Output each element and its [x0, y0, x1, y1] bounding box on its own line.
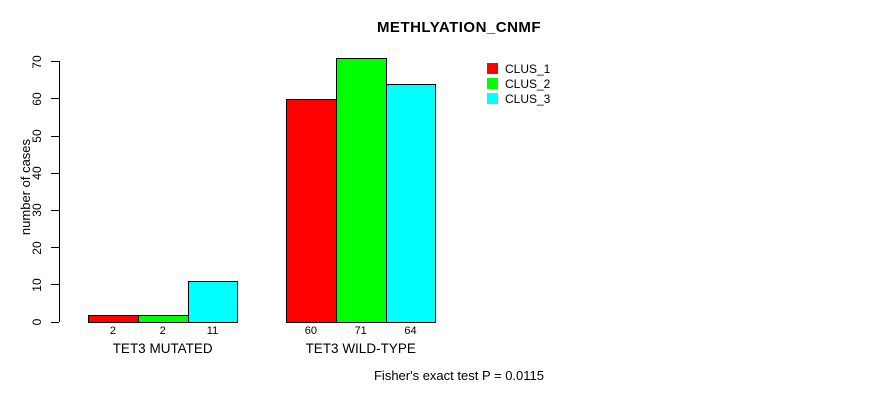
- chart-title: METHLYATION_CNMF: [376, 19, 542, 36]
- y-tick: [51, 284, 59, 286]
- legend-label: CLUS_3: [505, 91, 551, 106]
- bar-value-label: 2: [109, 325, 116, 337]
- legend-item: CLUS_2: [487, 76, 550, 91]
- legend-item: CLUS_1: [487, 61, 550, 76]
- legend-label: CLUS_1: [505, 61, 551, 76]
- y-axis-line: [59, 61, 60, 322]
- y-tick-label: 40: [30, 166, 44, 180]
- bar-value-label: 11: [206, 325, 219, 337]
- bar-value-label: 2: [159, 325, 166, 337]
- y-tick-label: 30: [30, 203, 44, 218]
- y-tick: [51, 247, 59, 249]
- y-tick: [51, 61, 59, 63]
- category-label: TET3 MUTATED: [112, 341, 213, 356]
- y-tick-label: 0: [30, 318, 44, 326]
- y-tick: [51, 209, 59, 211]
- bar-value-label: 64: [404, 325, 417, 337]
- y-tick-label: 20: [30, 240, 44, 255]
- y-tick-label: 50: [30, 129, 44, 143]
- bar: [335, 57, 387, 323]
- legend-swatch: [487, 93, 498, 104]
- bar-value-label: 60: [304, 325, 318, 337]
- category-label: TET3 WILD-TYPE: [305, 341, 416, 356]
- y-tick: [51, 172, 59, 174]
- y-tick-label: 10: [30, 278, 44, 292]
- legend: CLUS_1 CLUS_2 CLUS_3: [487, 61, 550, 106]
- bar: [187, 281, 239, 323]
- y-tick: [51, 135, 59, 137]
- legend-item: CLUS_3: [487, 91, 550, 106]
- bar: [385, 83, 437, 323]
- bar: [88, 314, 139, 323]
- bar: [286, 98, 337, 323]
- bar-value-label: 71: [354, 325, 367, 337]
- legend-label: CLUS_2: [505, 76, 551, 91]
- y-tick-label: 70: [30, 54, 44, 69]
- legend-swatch: [487, 78, 498, 89]
- y-axis-title: number of cases: [17, 138, 33, 236]
- fisher-test-annotation: Fisher's exact test P = 0.0115: [373, 368, 544, 383]
- y-tick: [51, 98, 59, 100]
- y-tick-label: 60: [30, 92, 44, 106]
- y-tick: [51, 321, 59, 323]
- legend-swatch: [487, 63, 498, 74]
- bar: [137, 314, 189, 323]
